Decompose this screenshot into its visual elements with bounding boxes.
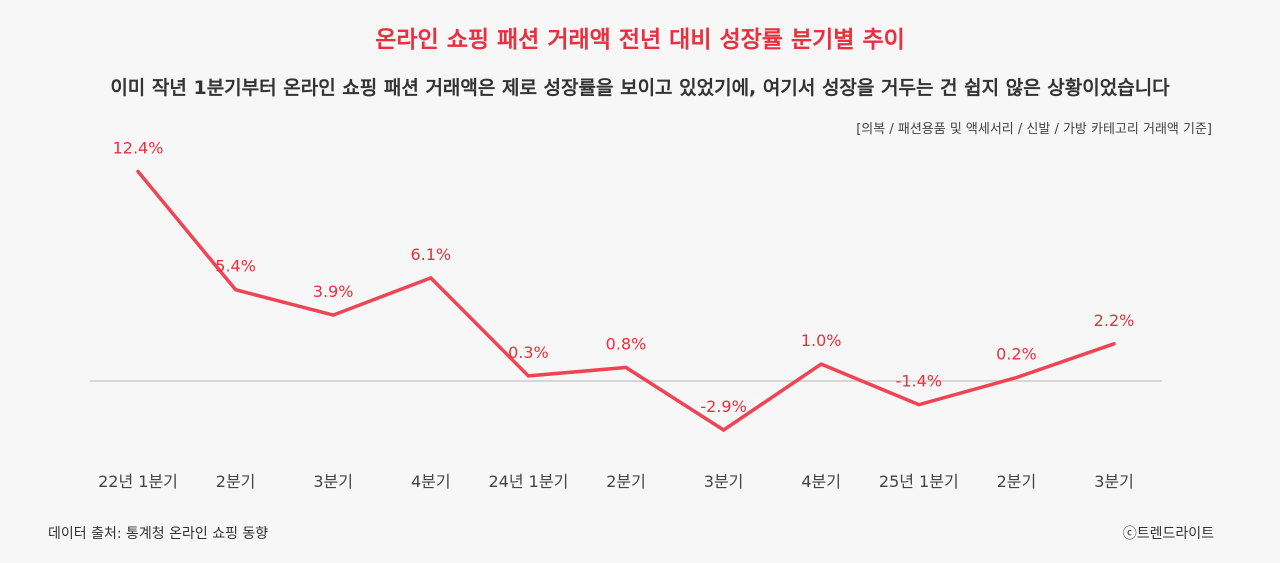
x-tick-label: 25년 1분기 <box>879 472 959 491</box>
series-line <box>136 169 1116 433</box>
data-label: -2.9% <box>700 397 746 416</box>
x-tick-label: 22년 1분기 <box>98 472 178 491</box>
x-tick-label: 3분기 <box>704 472 744 491</box>
data-label: 5.4% <box>215 257 256 276</box>
x-tick-label: 4분기 <box>801 472 841 491</box>
x-tick-label: 3분기 <box>313 472 353 491</box>
x-tick-label: 2분기 <box>216 472 256 491</box>
data-label: 3.9% <box>313 282 354 301</box>
data-label: 2.2% <box>1094 311 1135 330</box>
data-label: 0.3% <box>508 343 549 362</box>
data-label: 12.4% <box>113 138 164 157</box>
x-tick-group: 22년 1분기 2분기 3분기 4분기 24년 1분기 2분기 3분기 4분기 25년 1분기 2… <box>98 472 1134 491</box>
chart-subtitle: 이미 작년 1분기부터 온라인 쇼핑 패션 거래액은 제로 성장률을 보이고 있… <box>110 77 1170 99</box>
x-tick-label: 3분기 <box>1094 472 1134 491</box>
x-tick-label: 24년 1분기 <box>489 472 569 491</box>
data-label-group: 12.4% 5.4% 3.9% 6.1% 0.3% 0.8% -2.9% 1.0% -1.4% 0… <box>113 138 1135 416</box>
data-source: 데이터 출처: 통계청 온라인 쇼핑 동향 <box>48 526 269 542</box>
data-label: 1.0% <box>801 331 842 350</box>
x-tick-label: 4분기 <box>411 472 451 491</box>
brand-copyright: ⓒ트렌드라이트 <box>1122 526 1214 542</box>
series-line-group <box>136 169 1116 433</box>
chart-title: 온라인 쇼핑 패션 거래액 전년 대비 성장률 분기별 추이 <box>375 27 905 53</box>
data-label: -1.4% <box>896 372 942 391</box>
data-label: 6.1% <box>410 245 451 264</box>
data-label: 0.2% <box>996 345 1037 364</box>
x-tick-label: 2분기 <box>606 472 646 491</box>
data-label: 0.8% <box>606 334 647 353</box>
scope-note: [의복 / 패션용품 및 액세서리 / 신발 / 가방 카테고리 거래액 기준] <box>856 122 1212 137</box>
x-tick-label: 2분기 <box>997 472 1037 491</box>
